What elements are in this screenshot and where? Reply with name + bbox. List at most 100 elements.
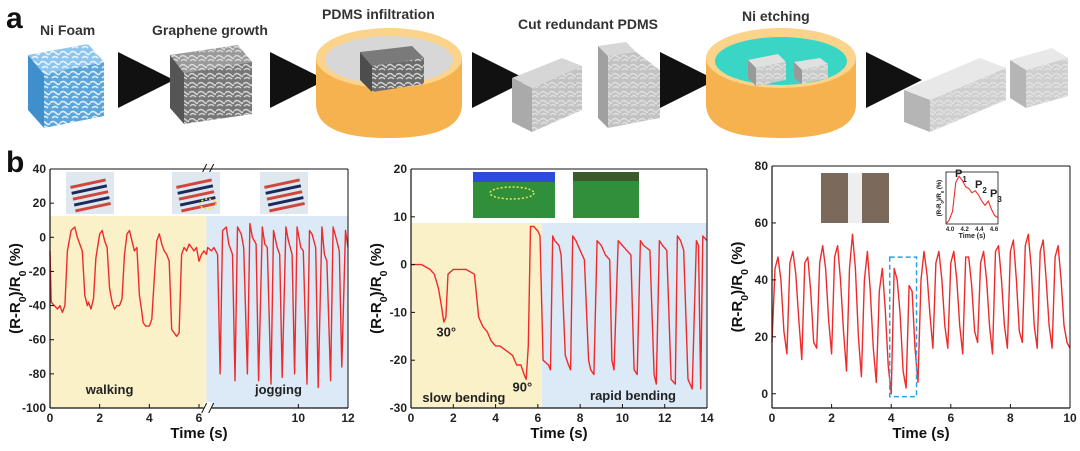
sock-stripe bbox=[70, 178, 106, 189]
sock-stripe bbox=[72, 190, 109, 201]
y-tick-label: 20 bbox=[755, 330, 769, 344]
sensor-marker bbox=[489, 186, 535, 200]
x-tick-label: 6 bbox=[196, 411, 203, 425]
sock-stripe bbox=[178, 190, 215, 201]
inset-x-axis-title: Time (s) bbox=[959, 233, 986, 240]
region-bg-1 bbox=[542, 223, 707, 408]
sock-stripe bbox=[267, 196, 304, 207]
y-tick-label: 40 bbox=[33, 162, 47, 176]
x-tick-label: 2 bbox=[450, 411, 457, 425]
axis-break-mark bbox=[201, 402, 208, 414]
y-axis-title: (R-R0)/R0 (%) bbox=[729, 242, 751, 333]
sock-stripe bbox=[181, 201, 217, 213]
region-label-slow-bending: slow bending bbox=[422, 390, 505, 405]
final-graphene-pdms-pieces bbox=[904, 48, 1068, 132]
y-tick-label: 0 bbox=[761, 387, 768, 401]
y-tick-label: 40 bbox=[755, 273, 769, 287]
inset-y-axis-title: (R-R0)/R0 (%) bbox=[937, 180, 945, 216]
y-axis-title: (R-R0)/R0 (%) bbox=[368, 243, 390, 334]
x-tick-label: 8 bbox=[577, 411, 584, 425]
x-tick-label: 4 bbox=[492, 411, 499, 425]
x-axis-title: Time (s) bbox=[530, 425, 587, 442]
x-tick-label: 14 bbox=[700, 411, 714, 425]
y-tick-label: -20 bbox=[390, 353, 408, 367]
sock-stripe bbox=[265, 184, 302, 195]
annotation-90deg: 90° bbox=[512, 379, 532, 394]
series-line-0 bbox=[411, 225, 708, 390]
x-tick-label: 8 bbox=[1007, 411, 1014, 425]
x-tick-label: 12 bbox=[658, 411, 672, 425]
inset-x-tick-label: 4.0 bbox=[946, 227, 955, 233]
inset-x-tick-label: 4.6 bbox=[990, 227, 999, 233]
series-line-0 bbox=[771, 233, 1071, 395]
x-tick-label: 6 bbox=[535, 411, 542, 425]
x-tick-label: 10 bbox=[616, 411, 630, 425]
x-tick-label: 0 bbox=[408, 411, 415, 425]
inset-frame bbox=[945, 171, 999, 225]
highlight-box bbox=[888, 256, 918, 398]
finger-photo-1-top bbox=[573, 172, 639, 181]
inset-x-tick-label: 4.2 bbox=[960, 227, 969, 233]
step-label-graphene-growth: Graphene growth bbox=[152, 22, 268, 38]
sock-stripe bbox=[176, 178, 212, 189]
y-tick-label: -30 bbox=[390, 401, 408, 415]
region-bg-0 bbox=[411, 223, 543, 408]
region-label-walking: walking bbox=[85, 382, 134, 397]
y-tick-label: -40 bbox=[29, 299, 47, 313]
finger-photo-0-top bbox=[473, 172, 555, 182]
y-tick-label: -100 bbox=[22, 401, 46, 415]
inset-peak-label-1: P1 bbox=[955, 168, 967, 184]
sock-stripe bbox=[71, 184, 108, 195]
series-line-0 bbox=[49, 222, 349, 389]
y-tick-label: 0 bbox=[39, 230, 46, 244]
ni-etching-dish bbox=[706, 28, 856, 138]
step-label-ni-etching: Ni etching bbox=[742, 8, 810, 24]
axis-break-mark bbox=[208, 402, 215, 414]
shoe-photo-0 bbox=[66, 172, 114, 214]
sock-stripe bbox=[266, 190, 303, 201]
x-tick-label: 12 bbox=[341, 411, 355, 425]
sock-stripe bbox=[177, 184, 214, 195]
inset-x-tick-label: 4.4 bbox=[975, 227, 984, 233]
graphene-foam-block bbox=[170, 45, 252, 124]
region-label-jogging: jogging bbox=[254, 382, 302, 397]
y-tick-label: -20 bbox=[29, 264, 47, 278]
x-axis-title: Time (s) bbox=[892, 425, 949, 442]
y-tick-label: -10 bbox=[390, 305, 408, 319]
cut-pdms-pieces bbox=[512, 42, 660, 132]
y-axis-title: (R-R0)/R0 (%) bbox=[7, 243, 29, 334]
x-tick-label: 4 bbox=[888, 411, 895, 425]
pdms-dish bbox=[316, 28, 462, 138]
y-tick-label: 10 bbox=[394, 210, 408, 224]
wrist-photo-band bbox=[848, 173, 862, 223]
ni-foam-block bbox=[28, 44, 104, 128]
inset-series-line bbox=[945, 175, 999, 225]
process-schematic bbox=[28, 28, 1068, 138]
y-tick-label: 20 bbox=[394, 162, 408, 176]
x-axis-title: Time (s) bbox=[170, 425, 227, 442]
x-tick-label: 2 bbox=[828, 411, 835, 425]
x-tick-label: 0 bbox=[47, 411, 54, 425]
region-bg-0 bbox=[50, 216, 207, 408]
y-tick-label: 80 bbox=[755, 159, 769, 173]
axis-break-gap bbox=[203, 402, 212, 414]
step-label-cut-pdms: Cut redundant PDMS bbox=[518, 16, 658, 32]
y-tick-label: -80 bbox=[29, 367, 47, 381]
shoe-photo-1 bbox=[172, 172, 220, 214]
y-tick-label: 20 bbox=[33, 196, 47, 210]
y-tick-label: 0 bbox=[400, 258, 407, 272]
inset-peak-label-3: P3 bbox=[990, 188, 1002, 204]
y-tick-label: 60 bbox=[755, 216, 769, 230]
x-tick-label: 2 bbox=[96, 411, 103, 425]
x-tick-label: 6 bbox=[947, 411, 954, 425]
step-label-pdms-infiltration: PDMS infiltration bbox=[322, 6, 435, 22]
inset-peak-label-2: P2 bbox=[975, 179, 987, 195]
panel-b-label: b bbox=[6, 146, 25, 179]
sock-stripe bbox=[73, 196, 110, 207]
region-label-rapid-bending: rapid bending bbox=[590, 388, 676, 403]
annotation-30deg: 30° bbox=[436, 324, 456, 339]
x-tick-label: 4 bbox=[146, 411, 153, 425]
panel-a-label: a bbox=[6, 2, 23, 35]
